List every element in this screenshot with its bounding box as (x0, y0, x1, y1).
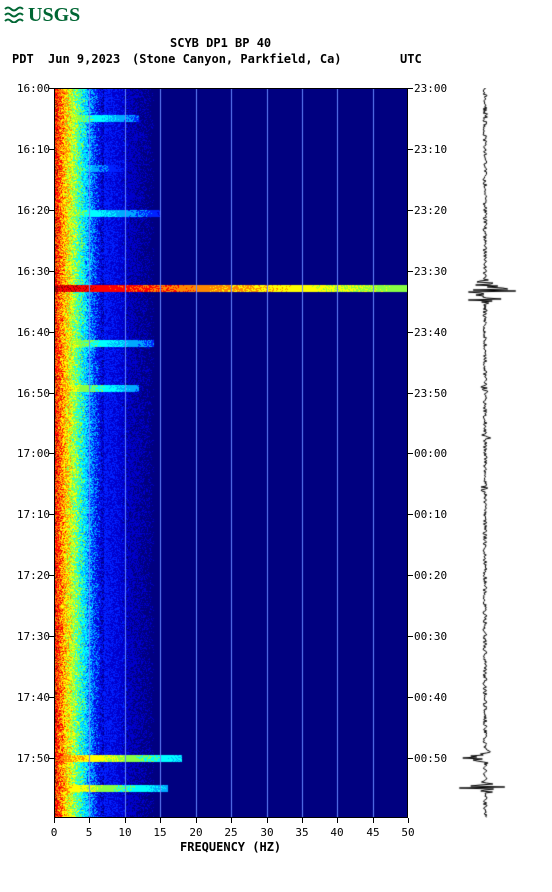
left-axis-tick-label: 16:30 (10, 265, 50, 278)
left-axis-tick-label: 17:30 (10, 630, 50, 643)
x-axis-tick-label: 35 (292, 826, 312, 839)
left-axis-tick-label: 17:20 (10, 569, 50, 582)
spectrogram-chart (54, 88, 408, 818)
left-axis-tick-label: 16:10 (10, 143, 50, 156)
left-axis-tick-label: 16:40 (10, 326, 50, 339)
left-axis-tick-label: 16:00 (10, 82, 50, 95)
date-label: Jun 9,2023 (48, 52, 120, 66)
x-axis-tick-label: 30 (257, 826, 277, 839)
x-axis-tick-label: 0 (44, 826, 64, 839)
usgs-wave-icon (4, 5, 26, 26)
left-axis-tick-label: 16:20 (10, 204, 50, 217)
timezone-left-label: PDT (12, 52, 34, 66)
left-axis-tick-label: 17:40 (10, 691, 50, 704)
x-axis-tick-label: 40 (327, 826, 347, 839)
left-axis-tick-label: 17:50 (10, 752, 50, 765)
x-axis-tick-label: 50 (398, 826, 418, 839)
x-axis-tick-label: 25 (221, 826, 241, 839)
station-label: (Stone Canyon, Parkfield, Ca) (132, 52, 342, 66)
x-axis-tick-label: 20 (186, 826, 206, 839)
x-axis-tick-label: 45 (363, 826, 383, 839)
left-axis-tick-label: 16:50 (10, 387, 50, 400)
seismogram-trace (430, 88, 540, 818)
x-axis-title: FREQUENCY (HZ) (180, 840, 281, 854)
x-axis-tick-label: 10 (115, 826, 135, 839)
left-axis-tick-label: 17:10 (10, 508, 50, 521)
chart-title: SCYB DP1 BP 40 (170, 36, 271, 50)
x-axis-tick-label: 15 (150, 826, 170, 839)
timezone-right-label: UTC (400, 52, 422, 66)
x-axis-tick-label: 5 (79, 826, 99, 839)
usgs-logo: USGS (4, 4, 80, 27)
usgs-logo-text: USGS (28, 4, 80, 27)
left-axis-tick-label: 17:00 (10, 447, 50, 460)
